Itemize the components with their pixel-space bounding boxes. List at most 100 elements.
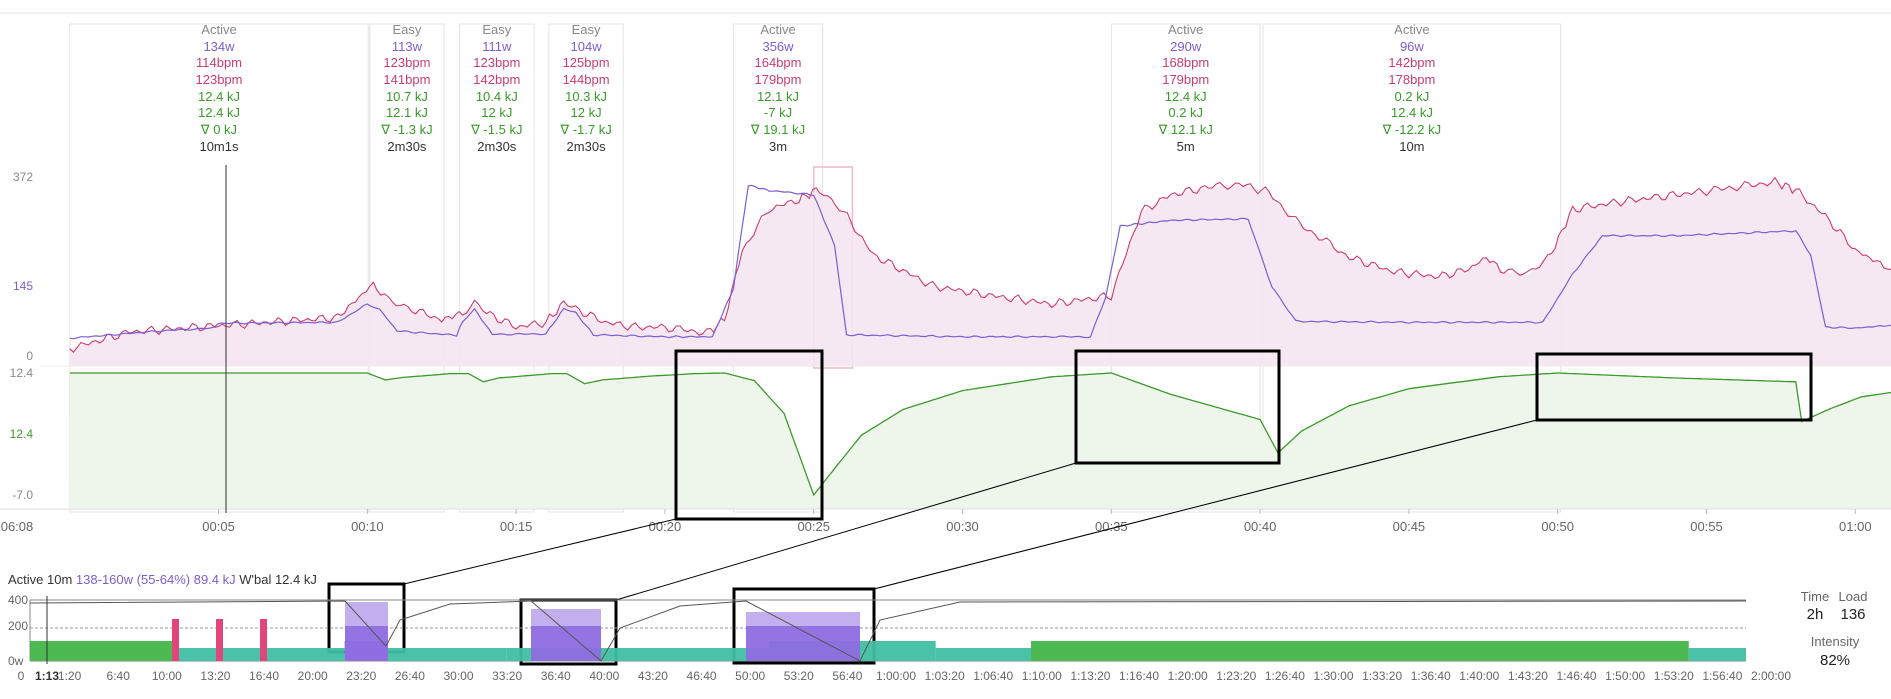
- stat-load-value: 136: [1840, 606, 1865, 623]
- mini-x-tick-label: 1:20: [58, 669, 82, 683]
- mini-x-tick-label: 1:23:20: [1216, 669, 1256, 683]
- zoom-connector: [615, 462, 1077, 601]
- interval-delta: ∇ 19.1 kJ: [750, 122, 805, 137]
- mini-y-tick: 0w: [8, 654, 24, 668]
- mini-x-tick-label: 1:33:20: [1362, 669, 1402, 683]
- interval-dur: 5m: [1177, 139, 1195, 154]
- stat-load-label: Load: [1839, 589, 1868, 604]
- interval-hr_max: 178bpm: [1388, 72, 1435, 87]
- hr-line: [69, 176, 1891, 354]
- mini-x-tick-label: 1:03:20: [925, 669, 965, 683]
- interval-hr_max: 123bpm: [196, 72, 243, 87]
- interval-hr_avg: 142bpm: [1388, 55, 1435, 70]
- mini-zone-block: [587, 648, 769, 661]
- interval-kj1: 10.3 kJ: [565, 89, 607, 104]
- mini-zone-block: [387, 648, 507, 661]
- mini-x-tick-label: 6:40: [107, 669, 131, 683]
- interval-dur: 2m30s: [477, 139, 517, 154]
- interval-hr_avg: 125bpm: [563, 55, 610, 70]
- interval-type: Easy: [572, 22, 601, 37]
- mini-wbal-line: [29, 600, 1747, 662]
- x-tick-label: 01:00: [1839, 519, 1872, 534]
- mini-x-tick-label: 1:50:00: [1605, 669, 1645, 683]
- wbal-line: [69, 372, 1891, 497]
- mini-x-tick-label: 13:20: [200, 669, 230, 683]
- mini-cursor-label: 1:13: [35, 669, 59, 683]
- interval-hr_avg: 114bpm: [196, 55, 242, 70]
- mini-x-tick-label: 50:00: [735, 669, 765, 683]
- x-tick-label: 00:30: [946, 519, 979, 534]
- interval-kj2: 12 kJ: [571, 105, 602, 120]
- interval-hr_max: 179bpm: [1162, 72, 1209, 87]
- mini-x-tick-label: 53:20: [784, 669, 814, 683]
- interval-type: Active: [760, 22, 795, 37]
- mini-summary-wbal: W'bal 12.4 kJ: [236, 572, 317, 587]
- interval-dur: 10m1s: [199, 139, 239, 154]
- interval-type: Easy: [482, 22, 511, 37]
- mini-zone-block: [30, 641, 173, 661]
- interval-delta: ∇ -1.3 kJ: [380, 122, 432, 137]
- mini-x-tick-label: 56:40: [832, 669, 862, 683]
- mini-x-tick-label: 20:00: [298, 669, 328, 683]
- zoom-connector: [403, 518, 677, 585]
- interval-type: Easy: [392, 22, 421, 37]
- mini-x-tick-label: 43:20: [638, 669, 668, 683]
- interval-watts: 290w: [1170, 39, 1202, 54]
- mini-zone-block: [173, 648, 345, 661]
- mini-x-tick-label: 1:26:40: [1265, 669, 1305, 683]
- interval-kj2: -7 kJ: [764, 105, 792, 120]
- mini-zone-block: [1031, 641, 1689, 661]
- mini-interval-block: [531, 626, 601, 661]
- interval-delta: ∇ 12.1 kJ: [1158, 122, 1213, 137]
- stat-time-label: Time: [1801, 589, 1829, 604]
- mini-x-tick-label: 26:40: [395, 669, 425, 683]
- interval-delta: ∇ -12.2 kJ: [1382, 122, 1442, 137]
- mini-interval-block: [746, 626, 860, 661]
- interval-watts: 111w: [482, 39, 512, 54]
- mini-x-tick-label: 10:00: [152, 669, 182, 683]
- x-tick-label: 00:25: [797, 519, 830, 534]
- y-tick-label-bottom: 12.4: [10, 366, 34, 380]
- interval-dur: 10m: [1399, 139, 1424, 154]
- interval-hr_avg: 168bpm: [1162, 55, 1209, 70]
- zoom-connector: [873, 419, 1538, 590]
- interval-watts: 96w: [1400, 39, 1424, 54]
- interval-watts: 113w: [392, 39, 423, 54]
- interval-hr_avg: 164bpm: [755, 55, 802, 70]
- x-tick-label: 00:45: [1393, 519, 1426, 534]
- mini-summary-prefix: Active 10m: [8, 572, 76, 587]
- y-tick-label-top: 372: [13, 170, 33, 184]
- x-tick-label: 00:05: [202, 519, 235, 534]
- stat-intensity-label: Intensity: [1811, 634, 1860, 649]
- interval-hr_max: 142bpm: [473, 72, 520, 87]
- mini-x-tick-label: 1:40:00: [1459, 669, 1499, 683]
- y-tick-label-top: 0: [26, 349, 33, 363]
- interval-delta: ∇ 0 kJ: [200, 122, 237, 137]
- y-tick-label-bottom: 12.4: [10, 427, 34, 441]
- interval-kj2: 12.1 kJ: [386, 105, 428, 120]
- mini-summary: Active 10m 138-160w (55-64%) 89.4 kJ W'b…: [8, 572, 317, 587]
- mini-x-tick-label: 40:00: [589, 669, 619, 683]
- interval-hr_avg: 123bpm: [473, 55, 520, 70]
- interval-watts: 134w: [203, 39, 235, 54]
- mini-x-tick-label: 30:00: [443, 669, 473, 683]
- mini-x-tick-label: 1:20:00: [1168, 669, 1208, 683]
- wbal-area: [69, 373, 1891, 509]
- x-tick-label: 00:50: [1541, 519, 1574, 534]
- interval-type: Active: [201, 22, 236, 37]
- zoom-box: [674, 349, 824, 521]
- y-tick-label-bottom: -7.0: [12, 488, 33, 502]
- x-tick-label: 06:08: [1, 519, 34, 534]
- interval-kj1: 12.4 kJ: [198, 89, 240, 104]
- mini-x-tick-label: 23:20: [346, 669, 376, 683]
- stat-time-value: 2h: [1807, 606, 1824, 623]
- interval-delta: ∇ -1.7 kJ: [559, 122, 611, 137]
- interval-kj2: 12.4 kJ: [198, 105, 240, 120]
- y-tick-label-top: 145: [13, 279, 33, 293]
- mini-x-tick-label: 2:00:00: [1751, 669, 1791, 683]
- interval-type: Active: [1168, 22, 1203, 37]
- interval-kj1: 12.4 kJ: [1165, 89, 1207, 104]
- mini-zoom-box: [732, 587, 876, 665]
- mini-sprint-marker: [260, 619, 267, 661]
